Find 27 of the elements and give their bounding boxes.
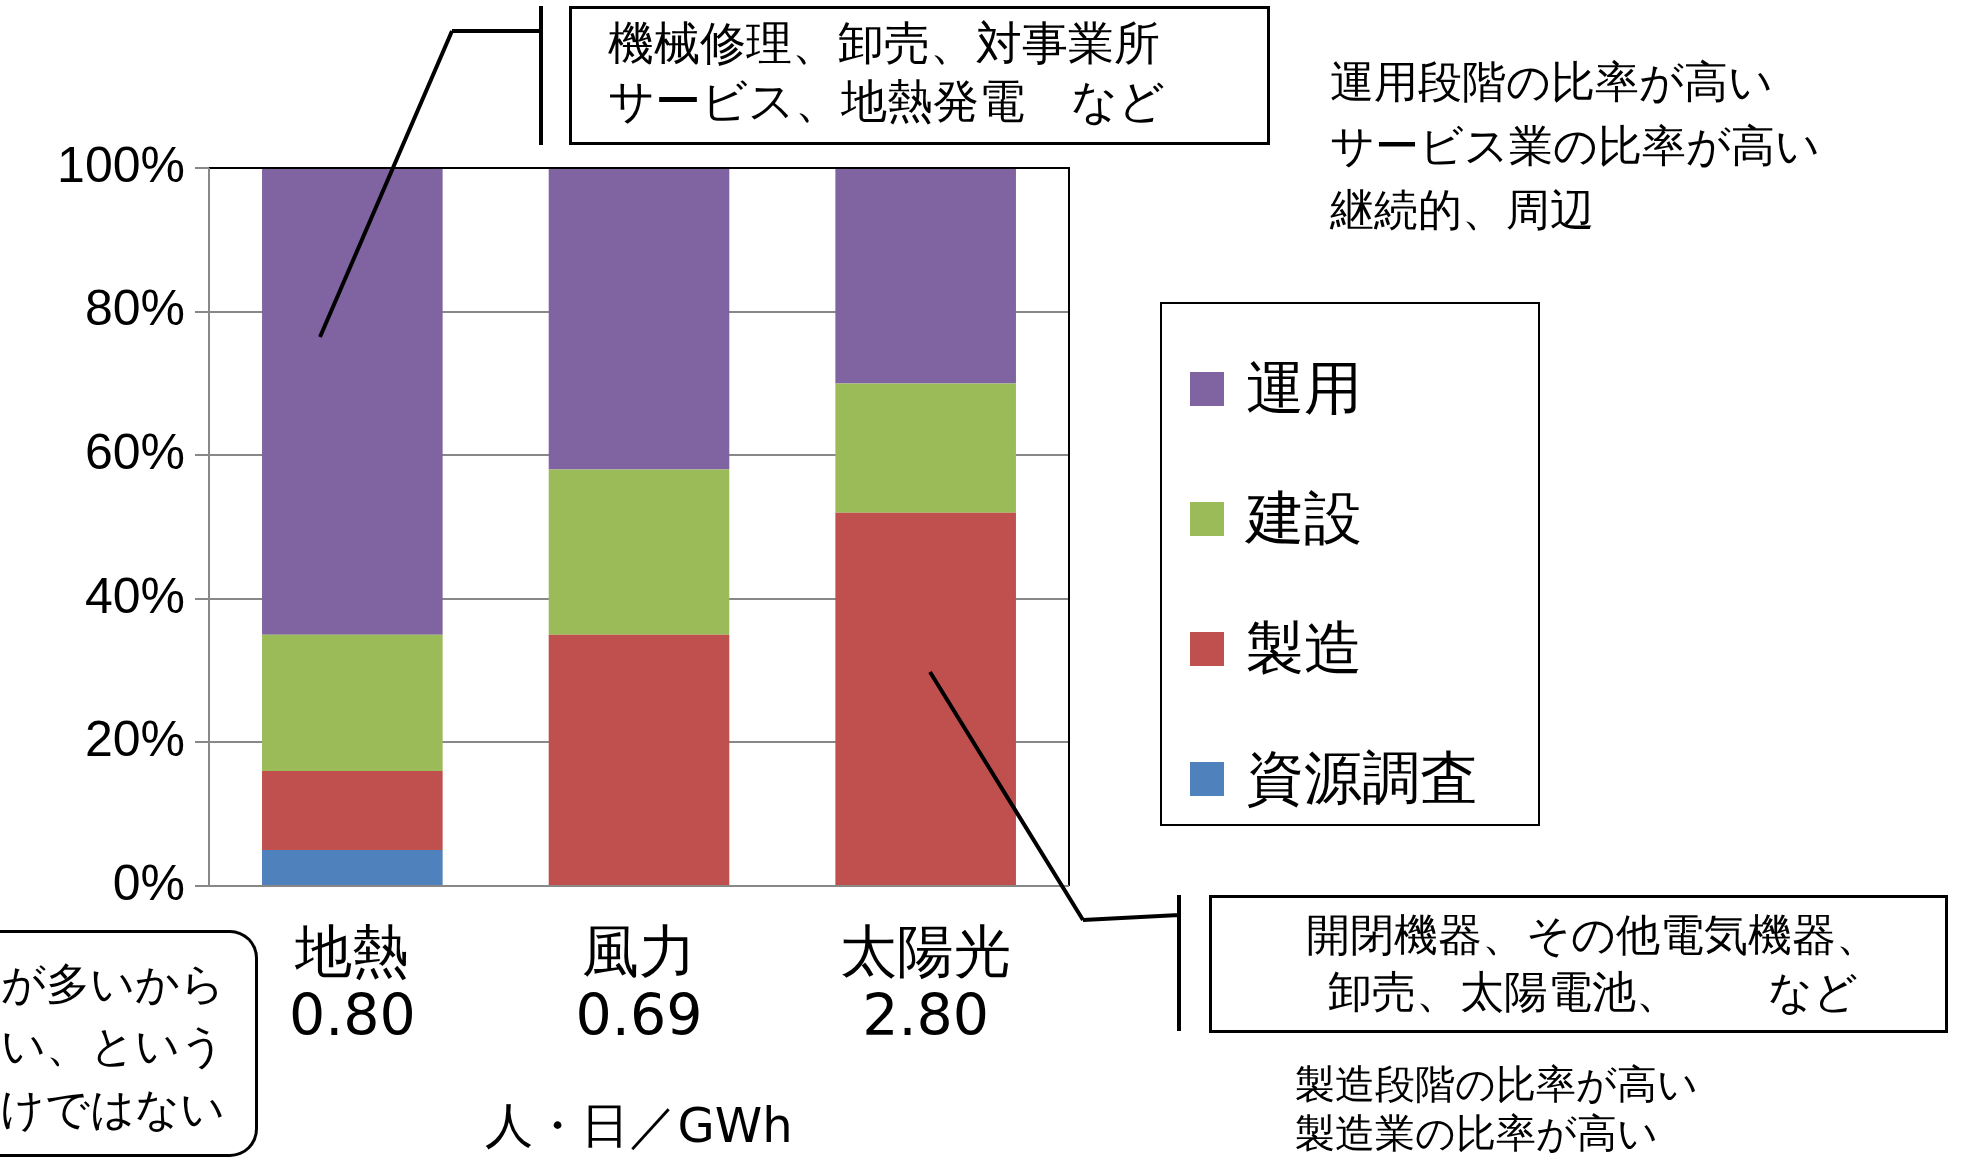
x-tick-label: 地熱 0.80 [288, 917, 416, 1048]
text: が多いからい、というけではない [0, 930, 258, 1157]
bar [548, 168, 730, 470]
bar [262, 634, 443, 772]
text: 製造段階の比率が高い製造業の比率が高い [1295, 1060, 1698, 1158]
y-tick-label: 0% [112, 854, 185, 911]
bar [548, 634, 730, 885]
legend-label: 資源調査 [1246, 743, 1478, 814]
x-axis-title: 人・日／GWh [485, 1096, 793, 1153]
text: 開閉機器、その他電気機器、卸売、太陽電池、 など [1209, 895, 1948, 1033]
y-tick-label: 40% [84, 567, 185, 624]
x-tick-label: 風力 0.69 [575, 917, 703, 1048]
y-tick-label: 20% [84, 711, 185, 768]
y-tick-label: 60% [84, 423, 185, 480]
bar [548, 469, 730, 635]
bar [835, 168, 1016, 384]
text: 運用段階の比率が高いサービス業の比率が高い継続的、周辺 [1330, 55, 1820, 237]
y-tick-label: 80% [84, 280, 185, 337]
bar [835, 383, 1016, 513]
legend-label: 運用 [1246, 353, 1362, 424]
legend-label: 建設 [1246, 483, 1362, 554]
x-tick-label: 太陽光 2.80 [840, 917, 1012, 1048]
text: 機械修理、卸売、対事業所サービス、地熱発電 など [569, 6, 1270, 145]
y-tick-label: 100% [57, 136, 185, 193]
bar [262, 771, 443, 851]
bar [262, 850, 443, 885]
legend-label: 製造 [1246, 613, 1362, 684]
